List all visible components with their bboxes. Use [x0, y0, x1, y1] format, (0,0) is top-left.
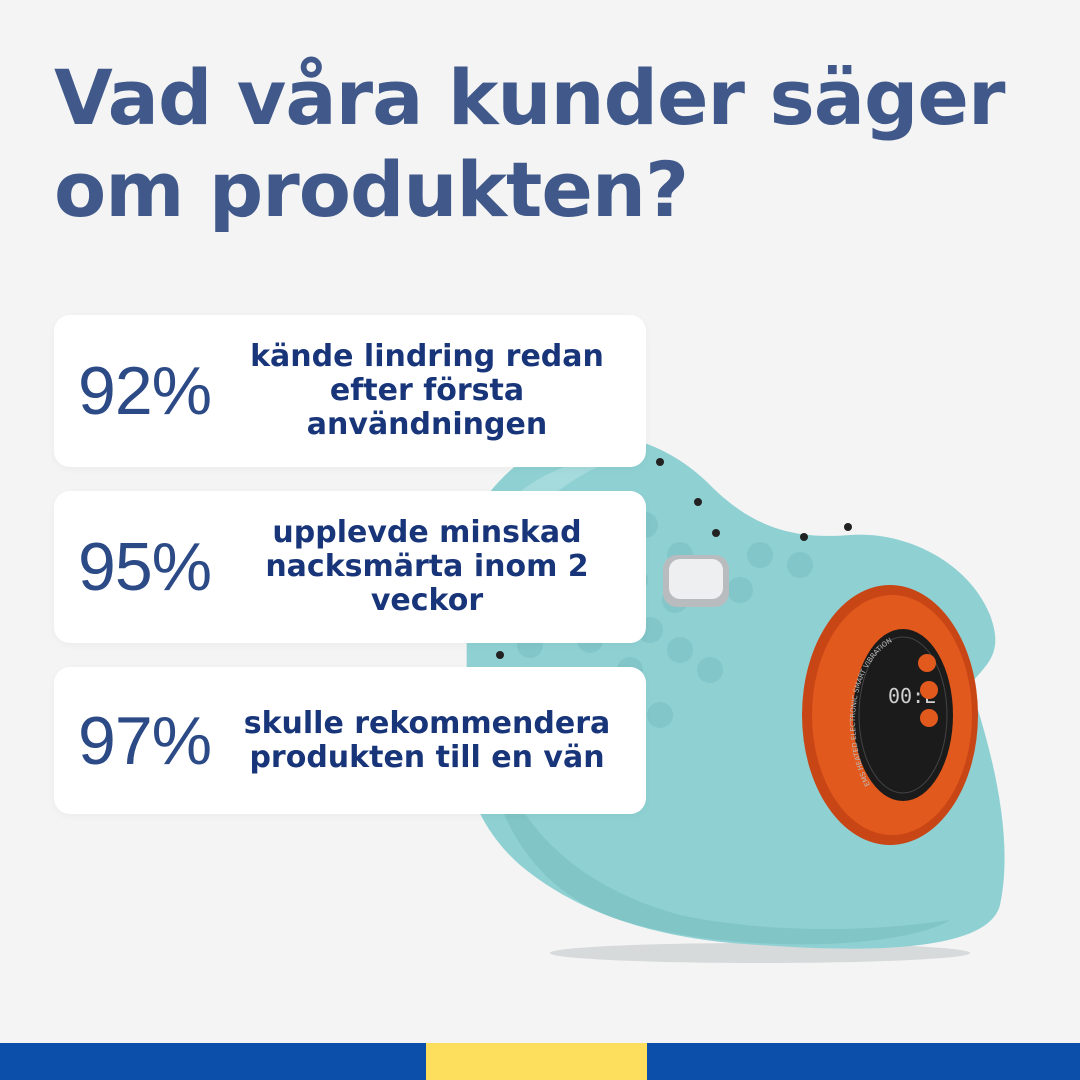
stat-percent: 97%: [78, 702, 212, 779]
stat-description: kände lindring redan efter första använd…: [250, 339, 604, 442]
page-headline: Vad våra kunder säger om produkten?: [54, 52, 1054, 236]
headline-line-2: om produkten?: [54, 145, 689, 234]
stat-percent: 95%: [78, 529, 212, 605]
swedish-flag-bar: [0, 1043, 1080, 1080]
headline-line-1: Vad våra kunder säger: [54, 53, 1005, 142]
stat-card-1: 92% kände lindring redan efter första an…: [54, 315, 646, 467]
stat-description: upplevde minskad nacksmärta inom 2 vecko…: [265, 515, 589, 618]
stat-description: skulle rekommendera produkten till en vä…: [243, 705, 611, 775]
flag-yellow-stripe: [426, 1043, 647, 1080]
flag-blue-stripe-left: [0, 1043, 426, 1080]
flag-blue-stripe-right: [647, 1043, 1080, 1080]
stat-card-3: 97% skulle rekommendera produkten till e…: [54, 667, 646, 814]
stat-percent: 92%: [78, 353, 212, 429]
stat-card-2: 95% upplevde minskad nacksmärta inom 2 v…: [54, 491, 646, 643]
